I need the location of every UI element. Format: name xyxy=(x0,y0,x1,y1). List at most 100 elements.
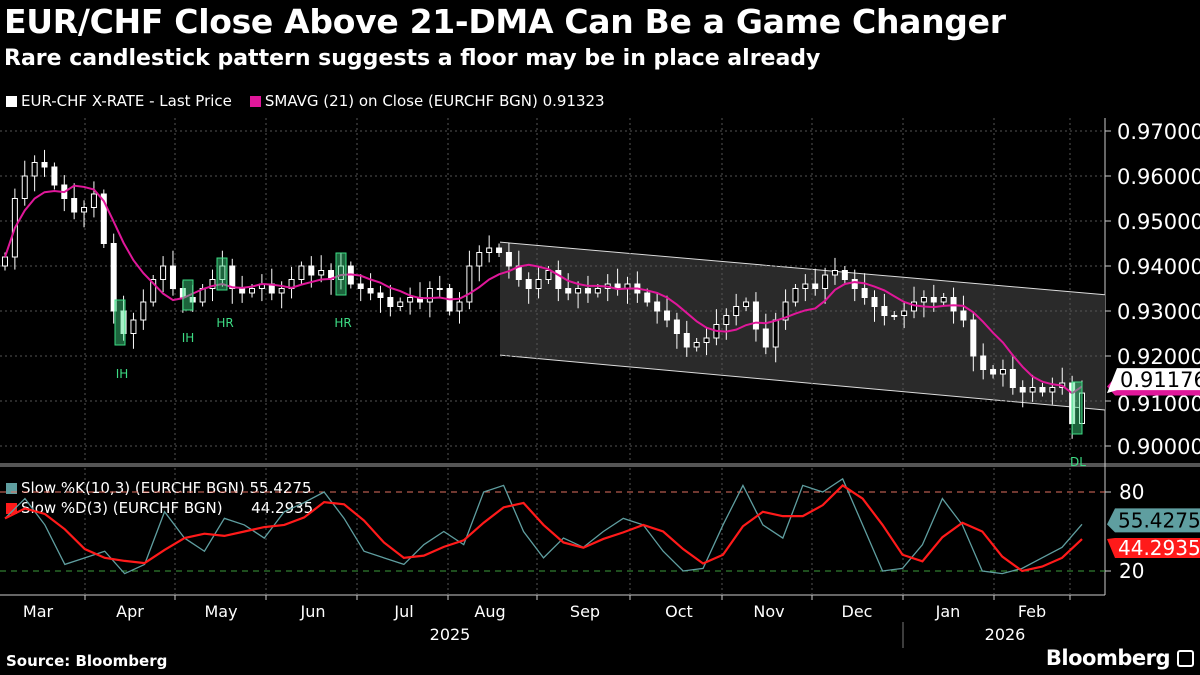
legend-sma-label: SMAVG (21) on Close (EURCHF BGN) 0.91323 xyxy=(264,92,605,110)
legend-swatch-k xyxy=(6,483,17,494)
candle xyxy=(387,284,394,317)
candle xyxy=(901,301,908,329)
candle-body xyxy=(920,297,927,303)
candle-body xyxy=(31,162,38,177)
candle-body xyxy=(743,301,750,307)
candle xyxy=(940,293,947,307)
legend-swatch-sma xyxy=(249,96,261,107)
source-note: Source: Bloomberg xyxy=(6,652,168,670)
candle xyxy=(298,261,305,284)
candle-body xyxy=(505,252,512,267)
x-month-label: Mar xyxy=(23,602,54,621)
candle-body xyxy=(71,198,78,213)
candle xyxy=(802,274,809,302)
candle-body xyxy=(397,301,404,307)
candle-body xyxy=(772,319,779,348)
candle-body xyxy=(752,301,759,330)
candle-body xyxy=(901,310,908,316)
candle xyxy=(416,282,423,310)
candle-body xyxy=(891,315,898,317)
y-tick-label: 0.95000 xyxy=(1117,210,1200,234)
candle-body xyxy=(239,288,246,294)
candle-body xyxy=(723,315,730,325)
candle xyxy=(496,243,503,257)
candle-body xyxy=(466,265,473,303)
candle-body xyxy=(150,279,157,303)
candle-body xyxy=(999,369,1006,375)
candle-body xyxy=(812,283,819,289)
candle xyxy=(841,266,848,284)
chart-subtitle: Rare candlestick pattern suggests a floo… xyxy=(4,46,821,71)
x-year-label: 2026 xyxy=(985,625,1026,644)
x-month-label: Sep xyxy=(570,602,600,621)
channel-lower-line xyxy=(499,354,1106,411)
candle-body xyxy=(456,301,463,312)
legend-price: EUR-CHF X-RATE - Last Price xyxy=(6,92,232,110)
candle-body xyxy=(545,270,552,280)
candle-body xyxy=(110,243,117,312)
candle xyxy=(565,273,572,301)
candle xyxy=(822,267,829,304)
candle-body xyxy=(387,297,394,307)
candle-body xyxy=(575,288,582,294)
candle xyxy=(51,162,58,190)
osc-tick-label: 80 xyxy=(1119,480,1144,504)
x-month-label: Dec xyxy=(842,602,873,621)
candle xyxy=(990,365,997,379)
candle-body xyxy=(209,279,216,289)
candle-body xyxy=(970,319,977,357)
candle xyxy=(1039,383,1046,397)
candle xyxy=(397,297,404,311)
chart-title: EUR/CHF Close Above 21-DMA Can Be a Game… xyxy=(4,2,1006,41)
y-tick-label: 0.92000 xyxy=(1117,345,1200,369)
x-year-label: 2025 xyxy=(430,625,471,644)
bloomberg-logo: Bloomberg xyxy=(1045,646,1171,670)
candle-body xyxy=(762,328,769,348)
candle xyxy=(980,343,987,380)
candle xyxy=(61,175,68,212)
candle-body xyxy=(930,297,937,303)
candle-body xyxy=(407,297,414,303)
candle xyxy=(120,295,127,341)
candle xyxy=(881,293,888,326)
candle xyxy=(456,292,463,324)
candle xyxy=(486,235,493,263)
candle xyxy=(377,285,384,313)
candle-body xyxy=(140,301,147,321)
candle-body xyxy=(169,265,176,289)
candle xyxy=(140,289,147,330)
y-tick-label: 0.97000 xyxy=(1117,120,1200,144)
pattern-label: DL xyxy=(1070,455,1086,469)
candle xyxy=(733,293,740,326)
candle xyxy=(90,181,97,218)
candle-body xyxy=(377,292,384,298)
candle-body xyxy=(911,301,918,312)
candle-body xyxy=(644,292,651,303)
candle-body xyxy=(940,297,947,303)
candle xyxy=(584,275,591,303)
candle-body xyxy=(980,355,987,370)
candle xyxy=(693,338,700,352)
candle xyxy=(426,281,433,318)
osc-tick-label: 20 xyxy=(1119,559,1144,583)
candle-body xyxy=(357,283,364,289)
candle xyxy=(743,297,750,311)
candle xyxy=(318,255,325,283)
candle xyxy=(100,189,107,248)
candle-body xyxy=(100,193,107,244)
candle xyxy=(891,311,898,320)
y-tick-label: 0.90000 xyxy=(1117,435,1200,459)
candle xyxy=(31,155,38,192)
sma-line xyxy=(4,184,1083,395)
candle xyxy=(920,290,927,318)
candle-body xyxy=(41,162,48,168)
candle-body xyxy=(318,270,325,276)
candle-body xyxy=(822,274,829,289)
candle-body xyxy=(664,310,671,321)
candle xyxy=(723,308,730,340)
candle-body xyxy=(990,369,997,375)
candle-body xyxy=(703,337,710,343)
candle xyxy=(367,273,374,301)
candle-body xyxy=(960,310,967,321)
